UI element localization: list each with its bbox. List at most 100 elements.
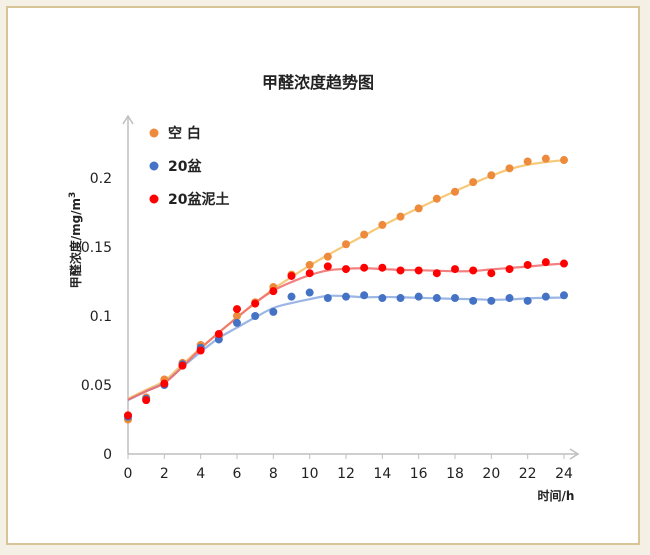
data-point-0 <box>469 178 478 187</box>
data-point-2 <box>505 265 514 274</box>
x-tick-label: 24 <box>555 466 573 482</box>
data-point-2 <box>269 287 278 296</box>
data-point-0 <box>305 260 314 269</box>
data-points <box>124 154 568 424</box>
y-axis-title: 甲醛浓度/mg/m3 <box>68 192 83 289</box>
data-point-1 <box>378 294 387 303</box>
data-point-2 <box>214 329 223 338</box>
data-point-2 <box>451 265 459 274</box>
data-point-1 <box>305 288 314 297</box>
data-point-1 <box>342 292 350 301</box>
data-point-0 <box>378 220 387 229</box>
data-point-0 <box>487 171 496 180</box>
chart-svg: 甲醛浓度趋势图 甲醛浓度/mg/m3 时间/h 0 2 4 6 8 10 12 14 16 18 2… <box>68 73 580 503</box>
data-point-1 <box>360 291 369 300</box>
data-point-0 <box>523 157 532 166</box>
data-point-1 <box>560 291 568 300</box>
data-point-2 <box>432 269 441 278</box>
x-tick-label: 14 <box>373 466 391 482</box>
data-point-1 <box>396 294 405 303</box>
data-point-0 <box>414 204 423 213</box>
data-point-2 <box>196 346 205 355</box>
legend-marker-0 <box>149 128 159 138</box>
x-tick-label: 10 <box>301 466 319 482</box>
x-tick-label: 18 <box>446 466 464 482</box>
trend-line-1 <box>127 294 565 402</box>
x-tick-label: 2 <box>160 466 169 482</box>
y-axis-label-sup: 3 <box>68 192 78 198</box>
trend-line-2 <box>127 262 565 401</box>
data-point-1 <box>451 294 459 303</box>
data-point-1 <box>287 292 296 301</box>
x-tick-label: 20 <box>482 466 500 482</box>
data-point-1 <box>541 292 550 301</box>
data-point-2 <box>396 266 405 275</box>
data-point-0 <box>451 187 459 196</box>
data-point-1 <box>251 312 260 320</box>
legend-label-0: 空 白 <box>168 125 201 142</box>
data-point-1 <box>269 307 278 316</box>
chart-frame: 甲醛浓度趋势图 甲醛浓度/mg/m3 时间/h 0 2 4 6 8 10 12 14 16 18 2… <box>6 6 640 545</box>
data-point-2 <box>560 259 568 268</box>
data-point-2 <box>469 266 478 275</box>
y-tick-label: 0.15 <box>81 240 112 256</box>
data-point-0 <box>323 252 332 261</box>
data-point-2 <box>178 361 187 370</box>
legend-label-2: 20盆泥土 <box>168 191 229 208</box>
legend-marker-1 <box>149 161 159 171</box>
data-point-0 <box>396 212 405 221</box>
chart-title: 甲醛浓度趋势图 <box>262 73 374 92</box>
x-tick-label: 0 <box>124 466 133 482</box>
x-axis-label: 时间/h <box>538 488 575 503</box>
data-point-1 <box>214 335 223 344</box>
x-tick-label: 16 <box>410 466 428 482</box>
data-point-1 <box>487 296 496 305</box>
data-point-1 <box>414 292 423 301</box>
data-point-2 <box>523 260 532 269</box>
y-axis-label: 甲醛浓度/mg/m <box>68 198 83 288</box>
data-point-2 <box>287 271 296 280</box>
data-point-0 <box>560 156 568 165</box>
y-tick-label: 0.2 <box>90 171 112 187</box>
data-point-2 <box>251 299 260 308</box>
data-point-1 <box>233 318 241 327</box>
data-point-2 <box>124 411 132 420</box>
data-point-2 <box>487 269 496 278</box>
data-point-2 <box>160 379 169 388</box>
legend: 空 白 20盆 20盆泥土 <box>149 125 229 208</box>
y-tick-label: 0.1 <box>90 309 112 325</box>
y-tick-label: 0 <box>103 447 112 463</box>
data-point-0 <box>541 154 550 163</box>
data-point-2 <box>305 269 314 278</box>
x-tick-label: 6 <box>233 466 242 482</box>
data-point-1 <box>432 294 441 303</box>
y-tick-label: 0.05 <box>81 378 112 394</box>
data-point-0 <box>505 164 514 173</box>
x-tick-label: 12 <box>337 466 355 482</box>
data-point-0 <box>432 194 441 203</box>
svg-text:甲醛浓度/mg/m3: 甲醛浓度/mg/m3 <box>68 192 83 289</box>
x-tick-label: 4 <box>196 466 205 482</box>
data-point-0 <box>342 240 350 249</box>
data-point-0 <box>233 312 241 320</box>
x-tick-label: 22 <box>519 466 537 482</box>
legend-marker-2 <box>149 194 159 204</box>
x-tick-label: 8 <box>269 466 278 482</box>
data-point-1 <box>505 294 514 303</box>
data-point-2 <box>378 263 387 272</box>
data-point-1 <box>523 296 532 305</box>
data-point-2 <box>414 266 423 275</box>
data-point-2 <box>541 258 550 267</box>
data-point-2 <box>323 262 332 271</box>
y-axis-arrow <box>122 114 134 125</box>
x-axis-arrow <box>569 448 580 460</box>
data-point-2 <box>342 265 350 274</box>
legend-label-1: 20盆 <box>168 158 202 175</box>
data-point-2 <box>360 263 369 272</box>
data-point-2 <box>233 305 241 314</box>
data-point-1 <box>469 296 478 305</box>
data-point-0 <box>360 230 369 239</box>
data-point-1 <box>323 294 332 303</box>
data-point-2 <box>142 396 151 405</box>
